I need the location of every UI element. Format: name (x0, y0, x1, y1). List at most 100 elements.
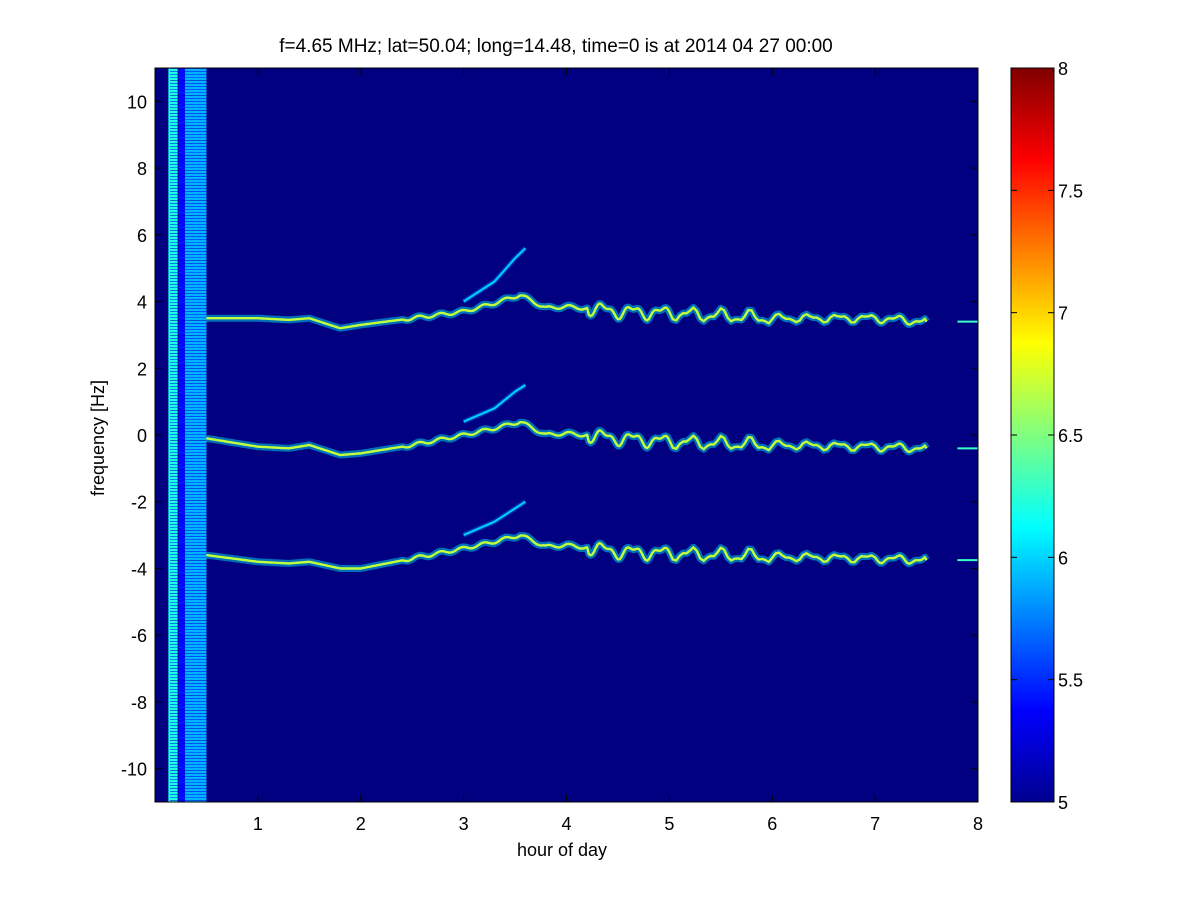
noise-band-stripe (170, 515, 207, 516)
noise-band-stripe (170, 242, 207, 243)
noise-band-stripe (170, 710, 207, 711)
noise-band-stripe (170, 776, 207, 777)
noise-band-stripe (170, 332, 207, 333)
noise-band-stripe (170, 689, 207, 690)
x-tick-label: 2 (356, 814, 366, 834)
noise-band-stripe (170, 386, 207, 387)
noise-band-stripe (170, 761, 207, 762)
noise-band-stripe (170, 725, 207, 726)
noise-band-stripe (170, 707, 207, 708)
noise-band-stripe (170, 629, 207, 630)
noise-band-stripe (170, 170, 207, 171)
noise-band-stripe (170, 293, 207, 294)
y-axis-ticks: -10 -8 -6 -4 -2 0 2 4 6 8 10 (121, 92, 978, 780)
noise-band-stripe (170, 155, 207, 156)
x-tick-label: 6 (767, 814, 777, 834)
noise-band-stripe (170, 530, 207, 531)
noise-band-stripe (170, 668, 207, 669)
noise-band-stripe (170, 302, 207, 303)
noise-band-stripe (170, 470, 207, 471)
noise-band-stripe (170, 716, 207, 717)
colorbar-ticks: 5 5.5 6 6.5 7 7.5 8 (1011, 59, 1083, 813)
noise-band-stripe (170, 737, 207, 738)
noise-band-stripe (170, 368, 207, 369)
noise-band-stripe (170, 791, 207, 792)
noise-band-stripe (170, 767, 207, 768)
noise-band-stripe (170, 506, 207, 507)
noise-band-stripe (170, 200, 207, 201)
noise-band-stripe (170, 602, 207, 603)
noise-band-stripe (170, 653, 207, 654)
noise-band-stripe (170, 308, 207, 309)
noise-band-stripe (170, 509, 207, 510)
noise-band-stripe (170, 194, 207, 195)
noise-band-stripe (170, 116, 207, 117)
noise-band-stripe (170, 641, 207, 642)
noise-band-stripe (170, 125, 207, 126)
noise-band-stripe (170, 353, 207, 354)
noise-band-stripe (170, 410, 207, 411)
noise-band-stripe (170, 173, 207, 174)
noise-band-stripe (170, 335, 207, 336)
noise-band-stripe (170, 347, 207, 348)
noise-band-stripe (170, 260, 207, 261)
trace-upper-echo (463, 247, 527, 303)
noise-band-stripe (170, 365, 207, 366)
noise-band-stripe (170, 665, 207, 666)
noise-band-stripe (170, 434, 207, 435)
noise-band-stripe (170, 437, 207, 438)
noise-band-stripe (170, 206, 207, 207)
noise-band-stripe (170, 362, 207, 363)
colorbar-tick-label: 6.5 (1058, 426, 1083, 446)
y-tick-label: 8 (137, 159, 147, 179)
noise-band-stripe (170, 359, 207, 360)
noise-band-stripe (170, 560, 207, 561)
noise-band-stripe (170, 407, 207, 408)
noise-band-stripe (170, 461, 207, 462)
noise-band-stripe (170, 305, 207, 306)
trace-middle-echo (463, 384, 526, 423)
noise-band-stripe (170, 191, 207, 192)
plot-area (155, 68, 978, 802)
x-tick-label: 8 (973, 814, 983, 834)
noise-band-stripe (170, 161, 207, 162)
noise-band-stripe (170, 524, 207, 525)
noise-band-stripe (170, 593, 207, 594)
noise-band-stripe (170, 692, 207, 693)
noise-band-stripe (170, 338, 207, 339)
noise-band-stripe (170, 533, 207, 534)
noise-band-stripe (170, 449, 207, 450)
noise-band-stripe (170, 287, 207, 288)
trace-lower (206, 534, 928, 570)
noise-band-stripe (170, 371, 207, 372)
noise-band-stripe (170, 749, 207, 750)
noise-band-stripe (170, 380, 207, 381)
noise-band-stripe (170, 542, 207, 543)
noise-band-stripe (170, 209, 207, 210)
noise-band-stripe (170, 392, 207, 393)
noise-band-stripe (170, 779, 207, 780)
noise-band-stripe (170, 539, 207, 540)
noise-band-stripe (170, 746, 207, 747)
colorbar (1010, 67, 1055, 803)
spectrogram-content (168, 68, 978, 802)
noise-band-stripe (170, 257, 207, 258)
noise-band-stripe (170, 317, 207, 318)
y-tick-label: -6 (131, 626, 147, 646)
noise-band-stripe (170, 551, 207, 552)
noise-band-stripe (170, 164, 207, 165)
noise-band-stripe (170, 236, 207, 237)
noise-band-stripe (170, 794, 207, 795)
noise-band-stripe (170, 575, 207, 576)
noise-band-stripe (170, 281, 207, 282)
noise-band-stripe (170, 734, 207, 735)
noise-band-stripe (170, 356, 207, 357)
noise-band-stripe (170, 788, 207, 789)
noise-band-stripe (170, 482, 207, 483)
noise-band-stripe (170, 221, 207, 222)
noise-band-stripe (170, 743, 207, 744)
noise-band-stripe (170, 590, 207, 591)
noise-band-stripe (170, 650, 207, 651)
noise-band-stripe (170, 134, 207, 135)
noise-band-stripe (170, 218, 207, 219)
